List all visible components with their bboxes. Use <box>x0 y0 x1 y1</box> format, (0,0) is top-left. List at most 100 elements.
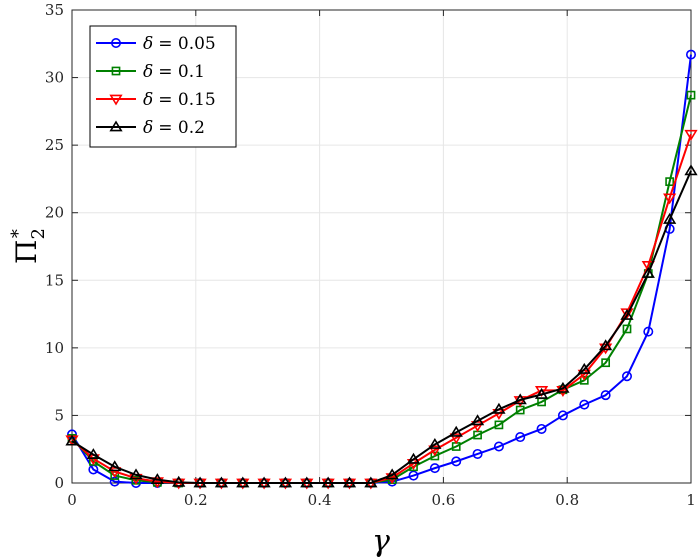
legend-label-2: δ = 0.15 <box>143 90 216 110</box>
y-tick-label-5: 25 <box>45 136 64 154</box>
series-0-point-21 <box>515 432 526 443</box>
series-1-point-25 <box>601 358 611 368</box>
series-3-point-6 <box>193 476 207 488</box>
y-axis-label-sub: 2 <box>28 228 49 239</box>
legend-value-3: = 0.2 <box>158 118 205 138</box>
series-group <box>65 49 698 490</box>
y-tick-label-0: 0 <box>54 474 64 492</box>
legend-marker-0 <box>111 37 122 48</box>
series-3-point-2 <box>108 460 122 472</box>
series-3-point-14 <box>364 476 378 488</box>
series-3-point-0 <box>65 434 79 446</box>
y-axis-label: Π2* <box>8 228 49 264</box>
series-0-point-26 <box>621 371 632 382</box>
series-2-point-4 <box>150 477 164 489</box>
series-3-point-16 <box>406 452 421 464</box>
legend-entry-1: δ = 0.1 <box>96 62 205 82</box>
y-tick-label-4: 20 <box>45 204 64 222</box>
legend-label-3: δ = 0.2 <box>143 118 205 138</box>
series-2-point-22 <box>534 386 549 397</box>
series-0-point-24 <box>579 399 590 410</box>
series-1-point-26 <box>622 324 632 334</box>
series-2-point-23 <box>556 386 570 397</box>
series-3-point-7 <box>214 476 229 488</box>
series-2-point-17 <box>428 445 442 457</box>
series-3-point-10 <box>278 476 293 488</box>
series-2-point-29 <box>684 129 698 141</box>
series-0-point-18 <box>451 456 462 467</box>
series-3-point-3 <box>129 468 143 480</box>
series-3-point-22 <box>534 387 549 399</box>
series-2-point-28 <box>663 193 677 205</box>
series-3-point-15 <box>385 468 399 480</box>
series-1-point-29 <box>686 90 696 100</box>
y-tick-label-1: 5 <box>54 406 64 424</box>
legend-marker-1 <box>111 66 121 76</box>
legend-marker-shape-3 <box>109 120 123 132</box>
series-1-point-24 <box>579 375 589 385</box>
series-3-point-29 <box>684 164 698 176</box>
legend-label-0: δ = 0.05 <box>143 34 216 54</box>
series-3-point-21 <box>513 393 527 405</box>
series-0-point-27 <box>643 326 654 337</box>
series-3-point-9 <box>257 476 271 488</box>
series-0-point-29 <box>685 49 696 60</box>
series-3-point-24 <box>577 362 591 374</box>
series-3-point-12 <box>321 476 335 488</box>
series-0-point-17 <box>429 463 440 474</box>
series-0-point-25 <box>600 390 611 401</box>
y-tick-label-2: 10 <box>45 339 64 357</box>
series-2-point-2 <box>108 467 122 479</box>
series-3-point-17 <box>428 437 442 449</box>
series-3-point-26 <box>620 308 634 320</box>
y-axis-label-main: Π <box>10 240 43 264</box>
legend-marker-3 <box>109 120 123 132</box>
series-3-point-27 <box>641 266 655 278</box>
series-3-point-4 <box>150 473 164 485</box>
x-tick-label-2: 0.4 <box>308 491 332 509</box>
legend-symbol-2: δ <box>143 90 153 110</box>
series-0-point-19 <box>472 448 483 459</box>
series-2-point-18 <box>449 433 463 445</box>
x-tick-label-1: 0.2 <box>184 491 208 509</box>
legend-entry-2: δ = 0.15 <box>96 90 216 110</box>
y-tick-label-3: 15 <box>45 271 64 289</box>
legend-symbol-3: δ <box>143 118 153 138</box>
legend-entry-0: δ = 0.05 <box>96 34 216 54</box>
legend-entry-3: δ = 0.2 <box>96 118 205 138</box>
legend-marker-shape-1 <box>111 66 121 76</box>
series-0-point-20 <box>493 441 504 452</box>
series-3-point-8 <box>236 476 250 488</box>
legend-symbol-1: δ <box>143 62 153 82</box>
y-tick-label-6: 30 <box>45 69 64 87</box>
series-3-point-5 <box>172 475 186 487</box>
legend-marker-shape-2 <box>109 94 123 106</box>
legend-label-1: δ = 0.1 <box>143 62 205 82</box>
series-2-point-5 <box>172 478 186 490</box>
series-3-point-25 <box>599 339 613 351</box>
legend-symbol-0: δ <box>143 34 153 54</box>
series-1-point-20 <box>494 420 504 430</box>
series-3-point-28 <box>663 212 677 224</box>
series-3 <box>65 164 698 488</box>
series-3-point-23 <box>556 381 570 393</box>
series-0-point-22 <box>536 423 547 434</box>
series-1-point-28 <box>665 177 675 187</box>
x-tick-label-3: 0.6 <box>431 491 455 509</box>
series-3-point-20 <box>492 402 506 414</box>
series-3-point-1 <box>86 448 100 460</box>
legend-value-1: = 0.1 <box>158 62 205 82</box>
legend-value-2: = 0.15 <box>158 90 216 110</box>
x-tick-label-5: 1 <box>686 491 696 509</box>
x-axis-label: γ <box>372 524 390 559</box>
legend-value-0: = 0.05 <box>158 34 216 54</box>
x-tick-label-0: 0 <box>67 491 77 509</box>
legend-marker-2 <box>109 94 123 106</box>
series-3-point-18 <box>449 425 463 437</box>
legend-marker-shape-0 <box>111 37 122 48</box>
y-axis-label-sup: * <box>8 229 29 238</box>
series-3-point-13 <box>342 476 357 488</box>
legend: δ = 0.05 δ = 0.1 δ = 0.15 δ = 0.2 <box>89 25 237 148</box>
